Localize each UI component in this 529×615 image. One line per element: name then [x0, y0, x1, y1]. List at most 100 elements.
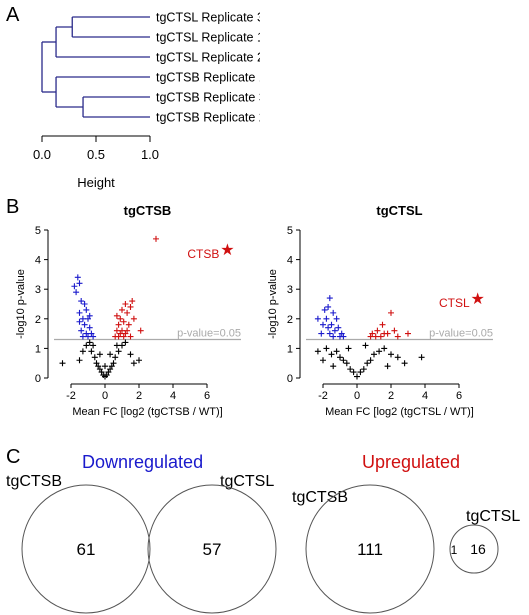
data-point-ns: [367, 357, 374, 364]
y-tick-label: 0: [287, 373, 293, 385]
data-point-ns: [83, 342, 90, 349]
x-tick-label: 0: [102, 390, 108, 402]
data-point-up: [391, 327, 398, 334]
y-tick-label: 1: [35, 343, 41, 355]
venn-up-circle-tgctsb: [305, 484, 435, 614]
data-point-up: [372, 333, 379, 340]
data-point-down: [330, 333, 337, 340]
venn-up-count-tgctsl: 16: [470, 541, 486, 557]
data-point-up: [113, 312, 120, 319]
data-point-down: [328, 321, 335, 328]
threshold-label: p-value=0.05: [429, 328, 493, 340]
data-point-ns: [122, 339, 129, 346]
data-point-ns: [96, 351, 103, 358]
dendrogram-leaf-label: tgCTSB Replicate 2: [156, 111, 260, 125]
data-point-down: [73, 289, 80, 296]
data-point-down: [330, 309, 337, 316]
venn-down-set2-label: tgCTSL: [220, 473, 275, 490]
downregulated-title: Downregulated: [82, 452, 204, 472]
dendrogram: tgCTSL Replicate 3 tgCTSL Replicate 1 tgCT…: [33, 11, 260, 191]
x-axis-label: Mean FC [log2 (tgCTSB / WT)]: [72, 406, 222, 418]
x-tick-label: -2: [66, 390, 76, 402]
data-point-ns: [112, 354, 119, 361]
data-point-ns: [364, 360, 371, 367]
y-tick-label: 5: [287, 225, 293, 237]
volcano-plot-tgctsb: tgCTSB 0 1 2 3 4 5 -2 0 2 4 6 -log10 p-value Mean FC …: [15, 203, 241, 418]
x-tick-label: 0: [354, 390, 360, 402]
data-point-ns: [59, 360, 66, 367]
volcano-plots: tgCTSB 0 1 2 3 4 5 -2 0 2 4 6 -log10 p-value Mean FC …: [15, 203, 493, 418]
data-point-down: [326, 295, 333, 302]
marker-label: CTSL: [439, 296, 470, 310]
data-point-down: [326, 330, 333, 337]
data-point-ns: [401, 360, 408, 367]
data-point-up: [130, 315, 137, 322]
venn-down-count-tgctsl: 57: [203, 540, 222, 559]
data-point-down: [86, 312, 93, 319]
dendrogram-leaf-label: tgCTSL Replicate 2: [156, 51, 260, 65]
data-point-down: [76, 309, 83, 316]
data-point-down: [320, 321, 326, 328]
data-point-ns: [113, 342, 120, 349]
data-point-ns: [388, 351, 394, 358]
x-tick-label: 6: [204, 390, 210, 402]
data-point-down: [314, 315, 321, 322]
data-point-ns: [347, 366, 354, 373]
y-tick-label: 4: [35, 255, 41, 267]
panel-b-label: B: [6, 196, 20, 218]
venn-up-set2-label: tgCTSL: [466, 508, 521, 525]
marker-star-icon: ★: [471, 291, 485, 308]
dendrogram-leaf-label: tgCTSL Replicate 3: [156, 11, 260, 25]
dendrogram-tick-label: 0.5: [87, 147, 105, 162]
venn-down-circle-tgctsl: [147, 484, 277, 614]
y-tick-label: 3: [287, 284, 293, 296]
y-tick-label: 5: [35, 225, 41, 237]
data-point-up: [115, 321, 122, 328]
data-point-ns: [86, 339, 93, 346]
data-point-ns: [323, 345, 330, 352]
data-point-ns: [119, 342, 125, 349]
data-point-ns: [107, 351, 114, 358]
x-tick-label: 4: [170, 390, 176, 402]
data-point-ns: [340, 357, 347, 364]
x-tick-label: 2: [136, 390, 142, 402]
data-point-down: [325, 303, 332, 310]
data-point-ns: [418, 354, 425, 361]
dendrogram-leaf-label: tgCTSB Replicate 1: [156, 71, 260, 85]
data-point-down: [335, 324, 342, 331]
data-point-ns: [127, 351, 134, 358]
panel-a-label: A: [6, 4, 20, 26]
data-point-up: [367, 333, 374, 340]
data-point-ns: [394, 354, 401, 361]
data-point-down: [325, 324, 332, 331]
data-point-up: [153, 235, 159, 242]
data-point-ns: [314, 348, 321, 355]
data-point-down: [331, 327, 338, 334]
y-tick-label: 3: [35, 284, 41, 296]
y-tick-label: 1: [287, 343, 293, 355]
data-point-ns: [357, 369, 364, 376]
data-point-up: [405, 330, 411, 337]
venn-down-count-tgctsb: 61: [77, 540, 96, 559]
y-tick-label: 4: [287, 255, 293, 267]
data-point-down: [333, 315, 340, 322]
marker-star-icon: ★: [220, 242, 234, 259]
data-point-down: [78, 298, 85, 305]
panel-c-label: C: [6, 446, 21, 468]
data-point-up: [124, 309, 131, 316]
dendrogram-tick-label: 1.0: [141, 147, 159, 162]
y-tick-label: 2: [287, 314, 293, 326]
data-point-ns: [110, 360, 117, 367]
data-point-ns: [360, 366, 367, 373]
data-point-down: [71, 283, 78, 290]
upregulated-title: Upregulated: [362, 452, 461, 472]
data-point-down: [79, 333, 86, 340]
data-point-ns: [345, 345, 352, 352]
data-point-ns: [320, 357, 326, 364]
data-point-down: [340, 333, 347, 340]
volcano-title: tgCTSB: [124, 203, 172, 218]
data-point-down: [81, 301, 88, 307]
data-point-up: [112, 333, 119, 340]
venn-up-set1-label: tgCTSB: [292, 489, 349, 506]
